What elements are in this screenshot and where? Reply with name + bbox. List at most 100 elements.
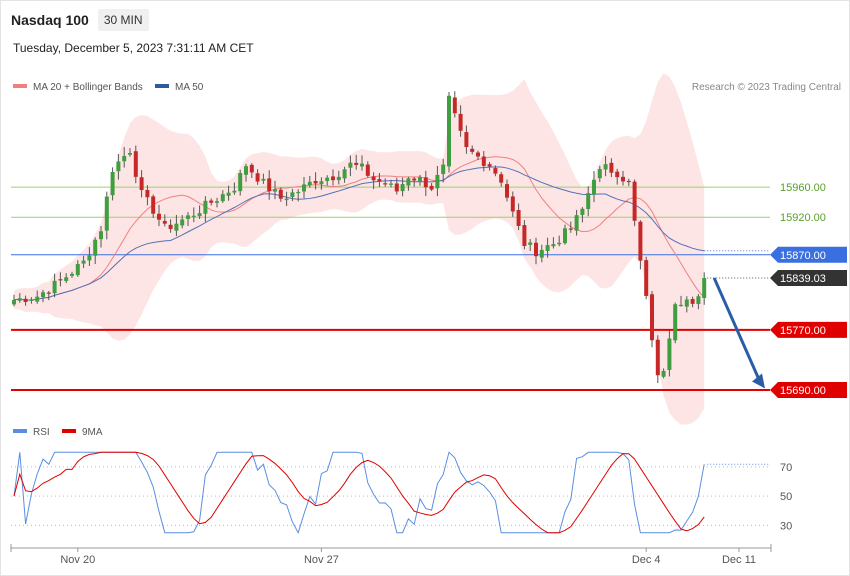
x-axis-tick-label: Dec 11 xyxy=(722,554,756,566)
rsi-panel: 70 50 30 xyxy=(11,451,792,534)
candle-body xyxy=(278,189,283,199)
candle-body xyxy=(702,278,707,298)
candle-body xyxy=(75,264,80,276)
candle-body xyxy=(568,228,573,230)
candle-body xyxy=(481,156,486,166)
x-axis-tick-label: Nov 27 xyxy=(304,554,339,566)
rsi-legend-swatch xyxy=(13,429,27,433)
candle-body xyxy=(133,151,138,177)
candle-body xyxy=(99,231,103,240)
rsi-legend-label: RSI xyxy=(33,427,50,438)
candle-body xyxy=(435,174,440,189)
candle-body xyxy=(673,304,678,341)
candle-body xyxy=(679,304,683,307)
candle-body xyxy=(58,279,63,281)
candle-body xyxy=(110,171,115,196)
candle-body xyxy=(307,181,312,186)
candle-body xyxy=(191,215,196,217)
candle-body xyxy=(336,176,341,181)
price-levels xyxy=(11,186,770,391)
candle-body xyxy=(510,196,515,212)
x-axis-tick-label: Dec 4 xyxy=(632,554,661,566)
ma20-line xyxy=(13,156,705,301)
timestamp: Tuesday, December 5, 2023 7:31:11 AM CET xyxy=(13,41,254,55)
candle-body xyxy=(470,148,475,152)
candle-body xyxy=(70,273,74,276)
candle-body xyxy=(609,162,614,173)
candle-body xyxy=(128,152,132,155)
candle-body xyxy=(418,177,422,183)
candle-body xyxy=(244,166,248,175)
candle-body xyxy=(255,173,260,182)
candle-body xyxy=(29,299,34,301)
forecast-arrow-head xyxy=(752,373,765,389)
candle-body xyxy=(238,173,243,192)
candle-body xyxy=(684,299,689,307)
candle-body xyxy=(64,277,69,281)
pivot-label: 15870.00 xyxy=(780,250,826,262)
candle-body xyxy=(162,220,167,224)
candle-body xyxy=(458,113,463,131)
candle-body xyxy=(650,294,654,341)
x-axis: Nov 20 Nov 27 Dec 4 Dec 11 xyxy=(10,544,772,566)
candle-body xyxy=(284,198,289,201)
candle-body xyxy=(539,249,544,258)
candle-body xyxy=(638,221,643,261)
candle-body xyxy=(690,299,695,304)
candle-body xyxy=(557,242,562,245)
candle-body xyxy=(632,181,637,221)
candle-body xyxy=(157,213,161,220)
candle-body xyxy=(23,298,28,302)
last-price-label: 15839.03 xyxy=(780,273,826,285)
candle-body xyxy=(516,210,521,226)
candle-body xyxy=(551,244,556,247)
candle-body xyxy=(261,178,266,181)
candle-body xyxy=(452,97,457,114)
candle-body xyxy=(273,189,277,192)
candle-body xyxy=(644,260,649,296)
candle-body xyxy=(377,179,382,182)
candle-body xyxy=(389,183,393,185)
candle-body xyxy=(290,192,295,197)
ma20-legend-label: MA 20 + Bollinger Bands xyxy=(33,82,143,93)
candle-body xyxy=(151,196,156,214)
candle-body xyxy=(35,296,40,302)
bollinger-band-area xyxy=(14,73,705,425)
level-labels: 15960.00 15920.00 15870.00 15770.00 15690.00… xyxy=(770,182,847,398)
candle-body xyxy=(626,180,631,183)
candle-body xyxy=(493,168,498,174)
candle-body xyxy=(522,225,527,246)
candle-body xyxy=(197,213,202,217)
resistance-label: 15920.00 xyxy=(780,212,826,224)
candle-body xyxy=(186,215,190,219)
bollinger-bands xyxy=(14,73,705,425)
candle-body xyxy=(12,299,16,305)
candle-body xyxy=(580,208,585,215)
candle-body xyxy=(87,255,92,261)
ma20-legend-swatch xyxy=(13,84,27,88)
candle-body xyxy=(209,200,214,203)
candle-body xyxy=(168,224,173,229)
candle-body xyxy=(464,132,469,147)
candle-body xyxy=(563,228,567,244)
source-credit: Research © 2023 Trading Central xyxy=(692,82,841,93)
rsi-ma-legend-label: 9MA xyxy=(82,427,103,438)
price-legend: MA 20 + Bollinger Bands MA 50 Research ©… xyxy=(13,82,841,93)
support-label-tag xyxy=(770,321,847,338)
candle-body xyxy=(122,155,127,162)
candle-body xyxy=(325,177,330,182)
rsi-tick-label: 70 xyxy=(780,462,792,474)
candle-body xyxy=(447,95,451,167)
candle-body xyxy=(574,215,579,231)
resistance-label: 15960.00 xyxy=(780,182,826,194)
forecast-arrow xyxy=(712,277,765,389)
candle-body xyxy=(534,242,538,257)
last-price-tag xyxy=(770,270,847,287)
candle-body xyxy=(383,183,388,185)
candle-body xyxy=(412,178,417,181)
timeframe-badge[interactable]: 30 MIN xyxy=(97,9,149,31)
candle-body xyxy=(174,223,179,231)
candle-body xyxy=(661,370,666,377)
chart-header: Nasdaq 100 30 MIN xyxy=(11,8,149,32)
